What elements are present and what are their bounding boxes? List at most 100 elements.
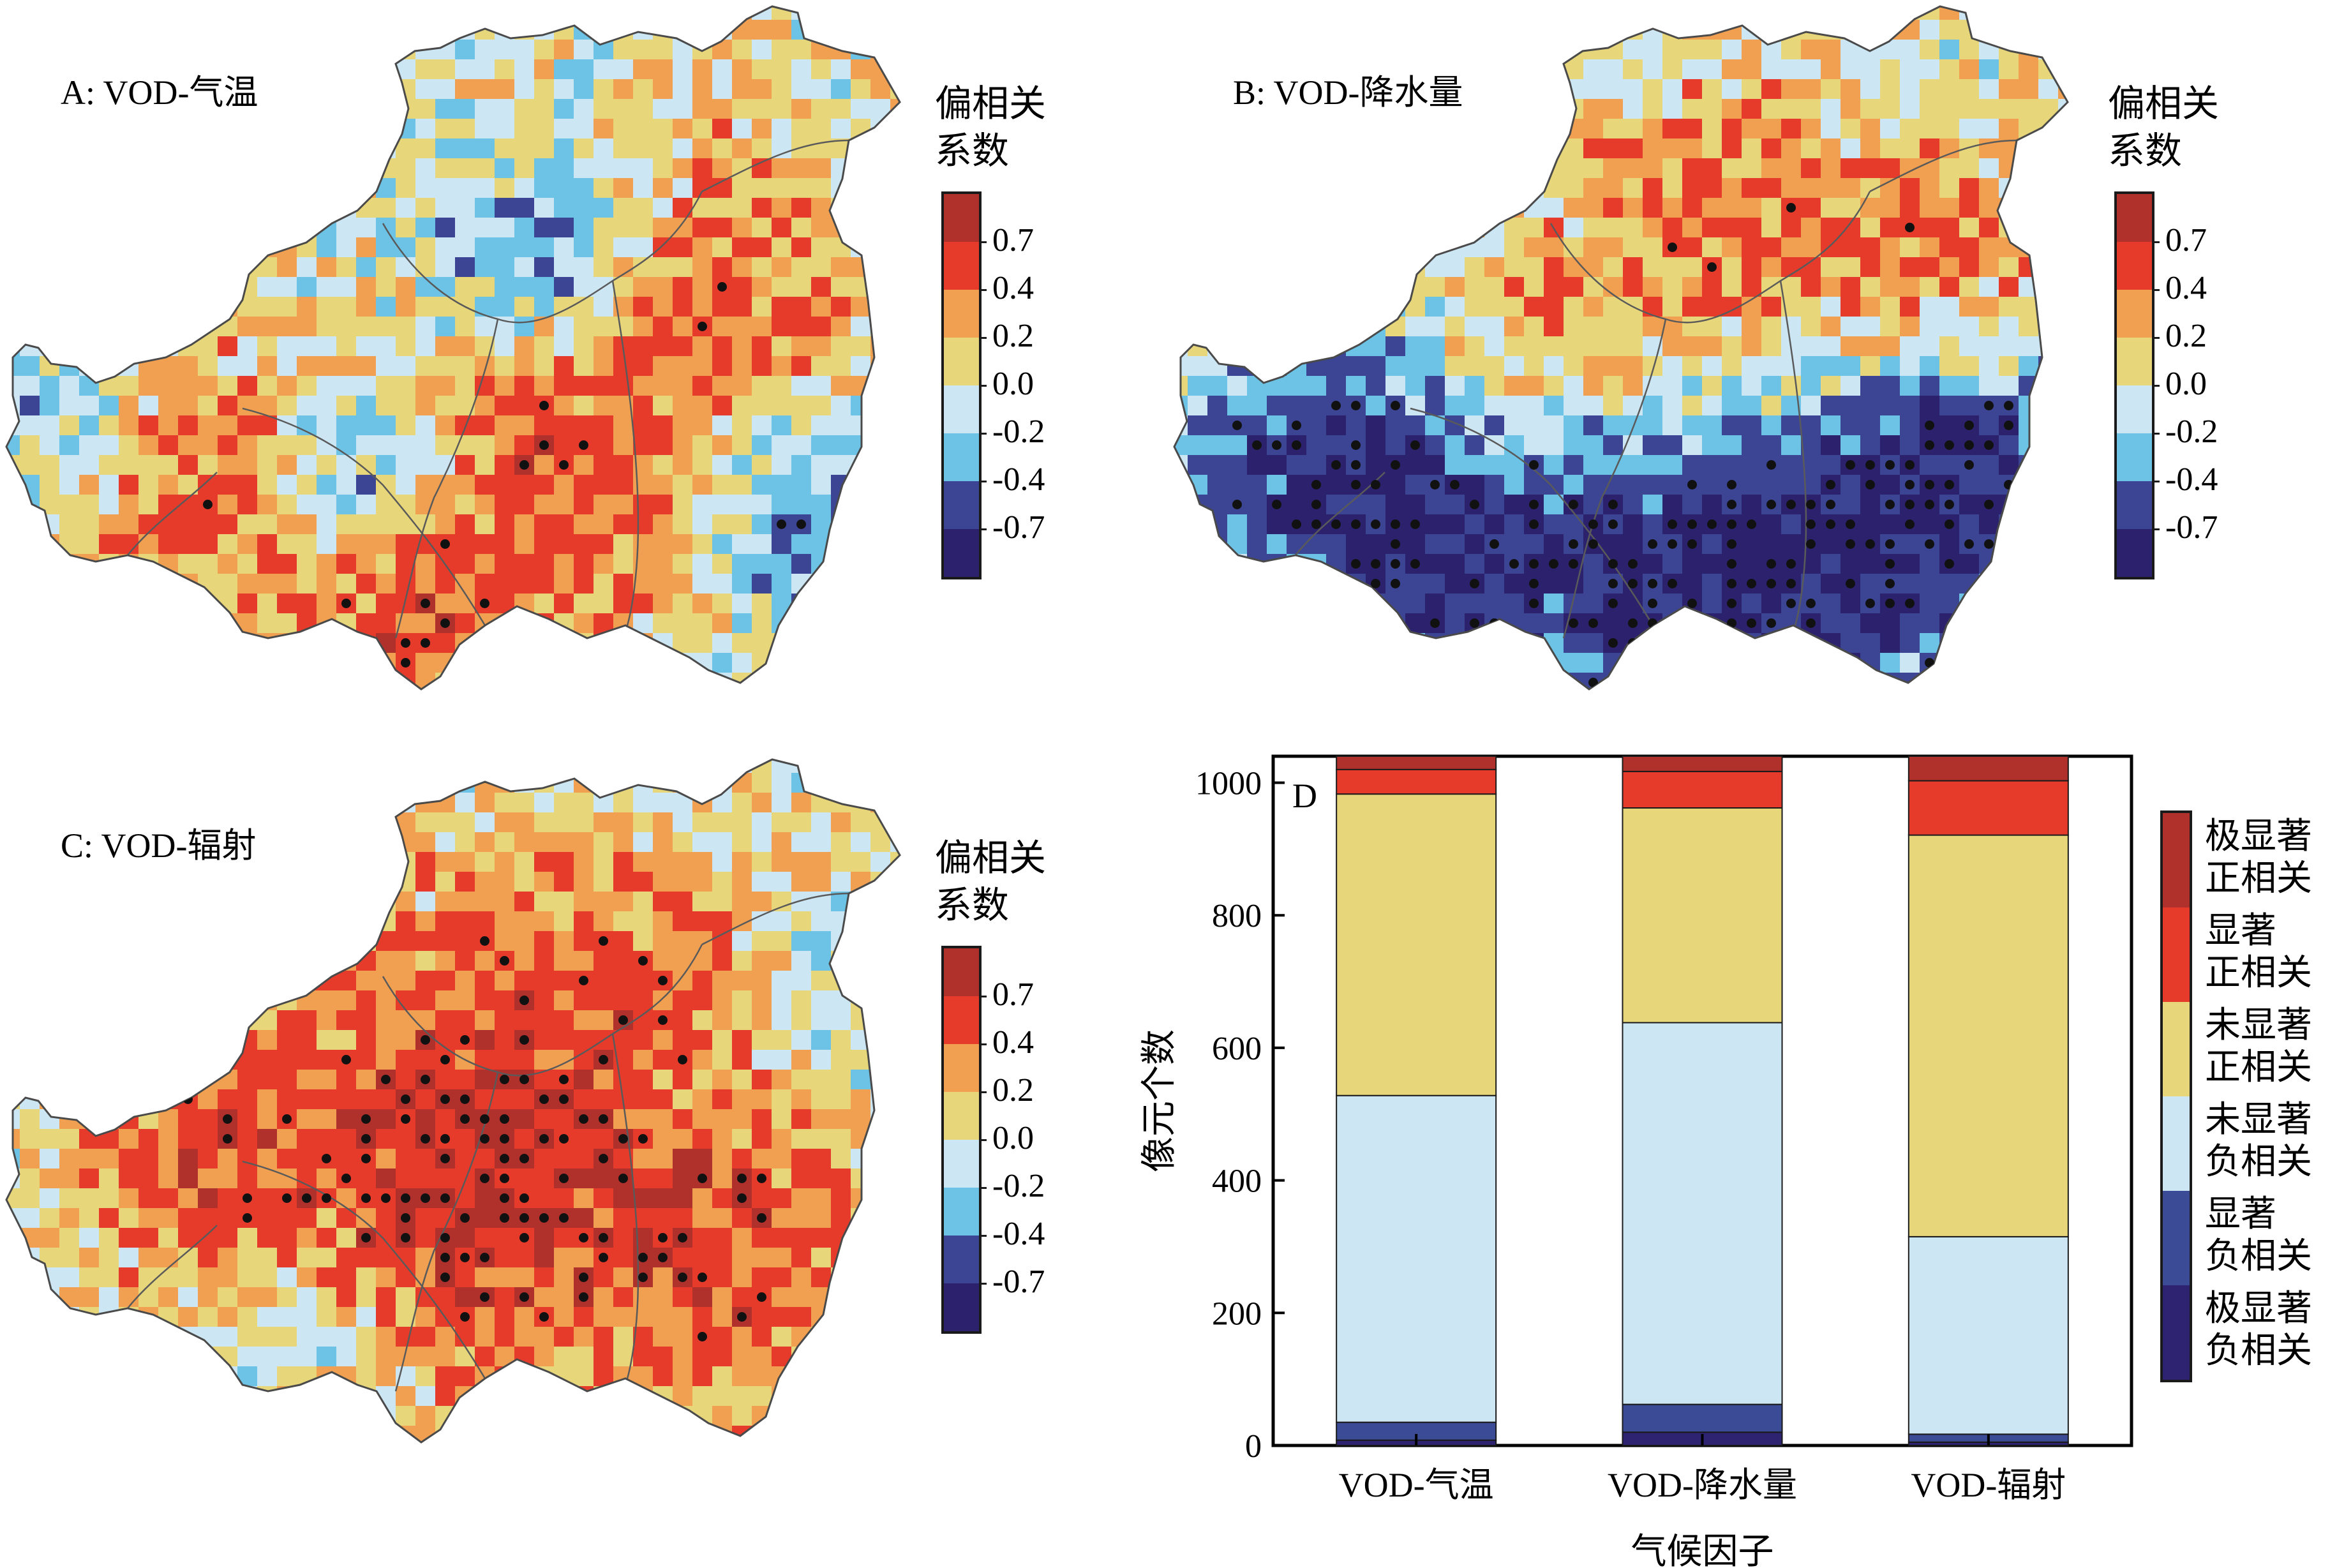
significance-dot: [1885, 500, 1895, 509]
legend-label: 未显著: [2205, 1004, 2312, 1046]
significance-dot: [1529, 460, 1539, 470]
significance-dot: [1351, 440, 1361, 450]
significance-dot: [440, 539, 450, 549]
significance-dot: [1945, 519, 1954, 529]
significance-dot: [361, 1154, 371, 1163]
significance-dot: [1391, 519, 1400, 529]
significance-dot: [1529, 500, 1539, 509]
significance-dot: [401, 1213, 410, 1223]
colorbar-tick-mark: [979, 385, 987, 387]
significance-dot: [1984, 401, 1994, 410]
colorbar-tick-mark: [979, 289, 987, 291]
significance-dot: [717, 282, 727, 292]
legend-label: 负相关: [2205, 1236, 2312, 1277]
colorbar-b: 偏相关 系数 0.7 0.4 0.2 0.0 -0.2 -0.4 -0.7: [2108, 80, 2267, 654]
significance-dot: [1608, 500, 1618, 509]
legend-label: 极显著: [2205, 1288, 2312, 1329]
significance-dot: [698, 322, 707, 331]
significance-dot: [1371, 480, 1380, 489]
colorbar-segment: [944, 948, 979, 996]
significance-dot: [1687, 519, 1697, 529]
significance-dot: [599, 936, 608, 946]
colorbar-segment: [944, 481, 979, 529]
significance-dot: [1727, 599, 1736, 608]
significance-dot: [519, 1213, 529, 1223]
significance-dot: [519, 1035, 529, 1045]
significance-dot: [421, 1134, 430, 1144]
significance-dot: [1371, 579, 1380, 588]
boundary-line: [394, 318, 499, 639]
significance-dot: [361, 1134, 371, 1144]
colorbar-tick-mark: [979, 1235, 987, 1237]
colorbar-tick-mark: [2152, 289, 2160, 291]
significance-dot: [1608, 519, 1618, 529]
significance-dot: [1806, 618, 1816, 628]
significance-dot: [421, 599, 430, 608]
colorbar-tick-label: 0.0: [992, 366, 1034, 402]
significance-dot: [1529, 599, 1539, 608]
significance-dot: [1351, 559, 1361, 569]
significance-dot: [678, 1273, 687, 1282]
significance-dot: [500, 1174, 509, 1183]
significance-dot: [500, 1213, 509, 1223]
significance-dot: [519, 1154, 529, 1163]
legend-swatch: [2163, 907, 2190, 1002]
significance-dot: [2004, 401, 2013, 410]
significance-dot: [440, 1193, 450, 1203]
colorbar-title: 偏相关: [2108, 82, 2220, 125]
significance-dot: [243, 1213, 252, 1223]
map-title-c: C: VOD-辐射: [61, 826, 257, 865]
significance-dot: [341, 1055, 351, 1064]
significance-dot: [1727, 500, 1736, 509]
significance-dot: [638, 1253, 648, 1262]
significance-dot: [579, 1273, 588, 1282]
colorbar-scale: [941, 191, 982, 579]
colorbar-tick-label: -0.2: [992, 1168, 1045, 1204]
significance-dot: [440, 1154, 450, 1163]
significance-dot: [1885, 539, 1895, 549]
significance-dot: [1964, 539, 1974, 549]
region-outline: [5, 5, 901, 691]
x-tick-label: VOD-气温: [1339, 1466, 1494, 1504]
significance-dot: [1569, 500, 1578, 509]
significance-dot: [421, 1035, 430, 1045]
significance-dot: [1885, 599, 1895, 608]
significance-dot: [1786, 559, 1796, 569]
significance-dot: [1885, 579, 1895, 588]
colorbar-segment: [944, 1283, 979, 1331]
significance-dot: [440, 1253, 450, 1262]
significance-dot: [223, 1134, 232, 1144]
significance-dot: [1925, 480, 1934, 489]
significance-dot: [1786, 579, 1796, 588]
colorbar-segment: [944, 1188, 979, 1236]
significance-dot: [1668, 519, 1677, 529]
colorbar-segment: [944, 1140, 979, 1188]
map-panel-b: B: VOD-降水量: [1168, 0, 2304, 715]
significance-dot: [322, 1154, 331, 1163]
significance-dot: [678, 1233, 687, 1243]
boundary-line: [1562, 318, 1667, 639]
significance-dot: [1806, 539, 1816, 549]
significance-dot: [1509, 559, 1519, 569]
significance-dot: [361, 1114, 371, 1124]
colorbar-segment: [2117, 481, 2152, 529]
boundary-line: [382, 191, 703, 324]
colorbar-segment: [944, 290, 979, 338]
colorbar-segment: [944, 529, 979, 577]
colorbar-segment: [2117, 529, 2152, 577]
significance-dot: [658, 976, 668, 985]
significance-dot: [1964, 460, 1974, 470]
significance-dot: [460, 1312, 470, 1322]
significance-dot: [1529, 519, 1539, 529]
significance-dot: [1945, 480, 1954, 489]
significance-dot: [1945, 500, 1954, 509]
significance-dot: [1766, 460, 1776, 470]
significance-dot: [1588, 519, 1598, 529]
significance-dot: [341, 599, 351, 608]
colorbar-tick-label: 0.0: [2165, 366, 2207, 402]
colorbar-tick-label: -0.7: [992, 1264, 1045, 1300]
significance-dot: [539, 1094, 549, 1104]
map-title-a: A: VOD-气温: [61, 73, 258, 112]
significance-dot: [579, 1233, 588, 1243]
